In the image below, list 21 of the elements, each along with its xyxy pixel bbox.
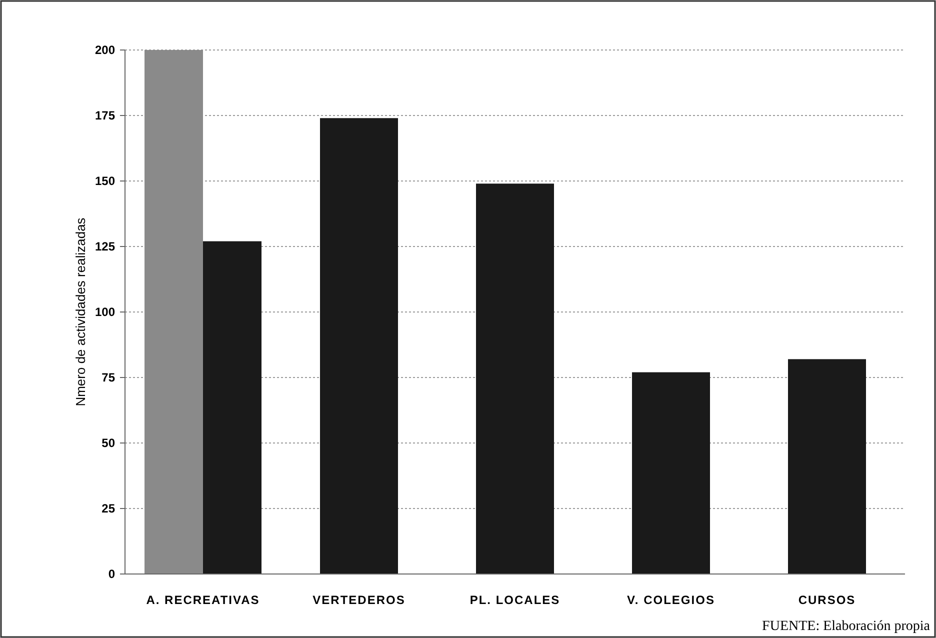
bar <box>144 50 203 574</box>
x-tick-label: V. COLEGIOS <box>627 593 715 607</box>
y-tick-label: 75 <box>102 370 116 385</box>
bar <box>788 359 866 574</box>
y-tick-label: 125 <box>94 240 116 254</box>
bar <box>632 372 710 574</box>
bar <box>476 184 554 574</box>
y-tick-label: 150 <box>94 174 116 188</box>
y-tick-label: 0 <box>108 567 116 582</box>
y-tick-label: 200 <box>94 43 116 58</box>
x-tick-label: CURSOS <box>798 593 856 607</box>
x-tick-label: PL. LOCALES <box>470 593 560 607</box>
x-tick-label: VERTEDEROS <box>312 593 406 607</box>
y-tick-label: 25 <box>102 502 116 516</box>
y-axis-title: Nmero de actividades realizadas <box>73 217 88 406</box>
y-tick-label: 50 <box>102 436 116 450</box>
bar <box>320 118 398 574</box>
x-tick-label: A. RECREATIVAS <box>146 593 260 607</box>
y-tick-label: 100 <box>94 305 116 320</box>
y-tick-label: 175 <box>94 108 116 123</box>
source-note: FUENTE: Elaboración propia <box>762 619 931 634</box>
